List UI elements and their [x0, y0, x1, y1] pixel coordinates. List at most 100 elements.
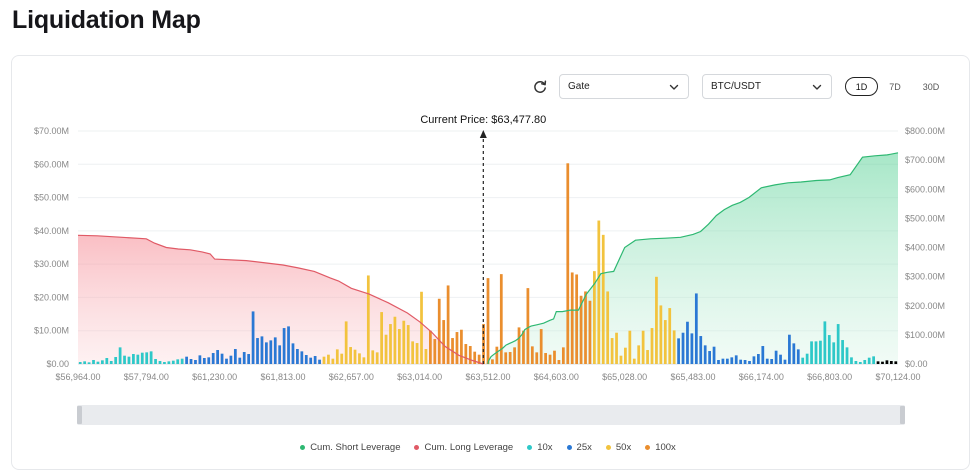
legend-item-10x[interactable]: 10x — [527, 442, 553, 453]
liquidation-bar — [827, 335, 831, 364]
liquidation-bar — [703, 345, 707, 364]
liquidation-bar — [637, 345, 641, 364]
liquidation-bar — [145, 352, 149, 364]
liquidation-bar — [708, 351, 711, 364]
liquidation-bar — [526, 288, 530, 364]
left-axis-tick-label: $50.00M — [34, 193, 69, 203]
liquidation-bar — [659, 305, 663, 364]
liquidation-bar — [340, 353, 344, 364]
liquidation-bar — [211, 353, 215, 364]
liquidation-bar — [619, 355, 623, 364]
right-axis-tick-label: $400.00M — [905, 243, 945, 253]
liquidation-bar — [814, 341, 818, 364]
refresh-icon — [534, 80, 547, 93]
legend-item-cum-short[interactable]: Cum. Short Leverage — [300, 442, 400, 453]
liquidation-bar — [889, 361, 893, 364]
liquidation-bar — [810, 341, 813, 364]
liquidation-bar — [415, 343, 419, 364]
exchange-select[interactable]: Gate — [559, 74, 689, 99]
liquidation-bar — [872, 356, 875, 364]
liquidation-bar — [278, 345, 282, 364]
x-axis-tick-label: $65,483.00 — [670, 372, 715, 382]
liquidation-bar — [686, 321, 689, 364]
liquidation-bar — [730, 357, 734, 364]
liquidation-bar — [796, 349, 800, 364]
tab-30d[interactable]: 30D — [922, 81, 940, 92]
x-axis-tick-label: $63,512.00 — [465, 372, 510, 382]
liquidation-bar — [765, 358, 769, 364]
liquidation-bar — [867, 357, 871, 364]
liquidation-bar — [761, 346, 765, 364]
tab-7d[interactable]: 7D — [889, 81, 901, 92]
liquidation-bar — [473, 351, 477, 364]
liquidation-bar — [570, 272, 574, 364]
liquidation-bar — [424, 349, 428, 364]
legend-item-cum-long[interactable]: Cum. Long Leverage — [414, 442, 513, 453]
liquidation-bar — [318, 359, 321, 364]
liquidation-bar — [464, 344, 468, 364]
liquidation-bar — [850, 357, 853, 364]
legend-dot — [414, 445, 420, 450]
liquidation-bar — [499, 274, 503, 364]
legend-item-100x[interactable]: 100x — [645, 442, 676, 453]
liquidation-bar — [149, 351, 153, 364]
legend-item-50x[interactable]: 50x — [605, 442, 631, 453]
legend-dot — [605, 445, 611, 450]
liquidation-bar — [92, 360, 95, 364]
liquidation-bar — [858, 362, 862, 364]
liquidation-bar — [251, 311, 255, 364]
liquidation-bar — [530, 346, 534, 364]
liquidation-bar — [535, 352, 539, 364]
liquidation-bar — [291, 343, 295, 364]
refresh-button[interactable] — [532, 79, 548, 95]
liquidation-bar — [123, 355, 126, 364]
liquidation-bar — [300, 351, 304, 364]
liquidation-bar — [101, 360, 104, 364]
liquidation-bar — [358, 353, 361, 364]
liquidation-bar — [504, 352, 508, 364]
liquidation-bar — [78, 362, 82, 364]
liquidation-bar — [136, 354, 140, 364]
zoom-slider-left-handle[interactable] — [77, 406, 82, 424]
liquidation-bar — [105, 358, 109, 364]
left-axis-tick-label: $0.00 — [46, 359, 69, 369]
tab-1d[interactable]: 1D — [845, 77, 878, 96]
liquidation-bar — [304, 355, 308, 364]
liquidation-bar — [548, 354, 552, 364]
liquidation-bar — [375, 352, 379, 364]
zoom-slider[interactable] — [77, 405, 905, 425]
liquidation-bar — [371, 350, 375, 364]
legend-dot — [566, 445, 572, 450]
liquidation-bar — [593, 271, 596, 364]
liquidation-bar — [233, 349, 237, 364]
legend-item-25x[interactable]: 25x — [566, 442, 592, 453]
liquidation-bar — [885, 360, 889, 364]
liquidation-bar — [362, 357, 366, 364]
liquidation-bar — [588, 300, 592, 364]
liquidation-bar — [641, 330, 645, 364]
right-axis-tick-label: $100.00M — [905, 330, 945, 340]
liquidation-bar — [876, 361, 880, 364]
liquidation-bar — [748, 361, 751, 364]
cum-long-line — [77, 234, 484, 365]
pair-select[interactable]: BTC/USDT — [702, 74, 832, 99]
current-price-arrow — [479, 130, 487, 138]
liquidation-bar — [282, 328, 286, 364]
liquidation-bar — [513, 347, 516, 364]
liquidation-bar — [681, 332, 685, 364]
x-axis-tick-label: $65,028.00 — [602, 372, 647, 382]
liquidation-bar — [491, 359, 494, 364]
liquidation-bar — [83, 361, 87, 364]
liquidation-bar — [725, 358, 729, 364]
liquidation-bar — [389, 324, 392, 364]
liquidation-bar — [522, 330, 525, 364]
liquidation-bar — [384, 334, 388, 364]
liquidation-bar — [721, 358, 725, 364]
liquidation-bar — [539, 329, 543, 364]
liquidation-bar — [610, 338, 614, 364]
liquidation-bar — [327, 354, 330, 364]
liquidation-bar — [309, 357, 313, 364]
liquidation-bar — [353, 349, 357, 364]
liquidation-bar — [650, 328, 654, 364]
zoom-slider-right-handle[interactable] — [900, 406, 905, 424]
